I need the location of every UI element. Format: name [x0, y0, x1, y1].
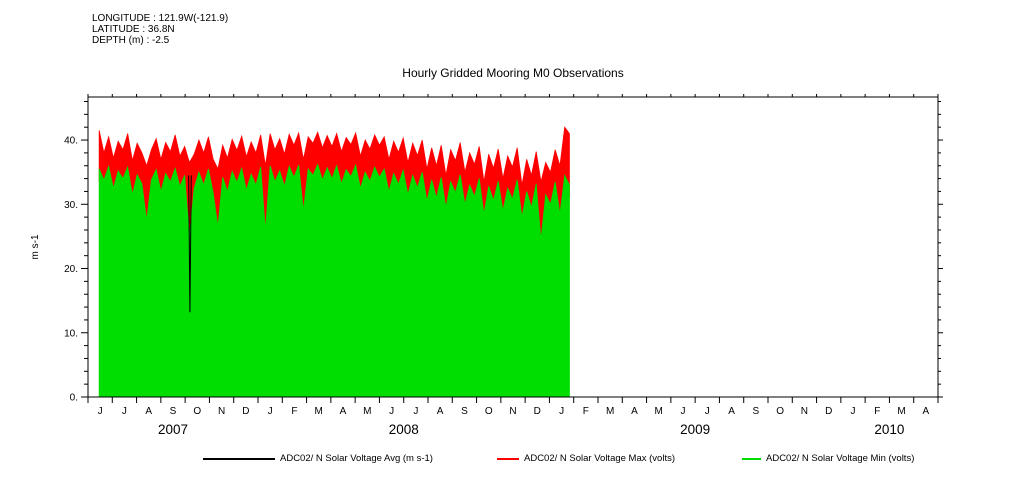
month-label: J	[705, 406, 710, 417]
month-label: A	[437, 406, 444, 417]
legend-line-max-swatch	[497, 457, 519, 460]
longitude-label: LONGITUDE : 121.9W(-121.9)	[92, 13, 229, 24]
month-label: D	[825, 406, 832, 417]
y-tick-label: 10.	[64, 328, 78, 339]
month-label: J	[122, 406, 127, 417]
y-tick-label: 30.	[64, 200, 78, 211]
month-label: M	[363, 406, 371, 417]
month-label: J	[413, 406, 418, 417]
year-label: 2010	[874, 422, 904, 437]
series-avg-line	[188, 175, 192, 313]
y-tick-label: 20.	[64, 264, 78, 275]
legend-label-min: ADC02/ N Solar Voltage Min (volts)	[766, 453, 915, 464]
month-label: F	[874, 406, 880, 417]
month-label: J	[389, 406, 394, 417]
legend-item-min: ADC02/ N Solar Voltage Min (volts)	[742, 453, 914, 464]
month-label: N	[801, 406, 808, 417]
chart-title: Hourly Gridded Mooring M0 Observations	[402, 66, 624, 80]
month-label: M	[315, 406, 323, 417]
month-label: J	[268, 406, 273, 417]
month-label: A	[728, 406, 735, 417]
month-label: N	[218, 406, 225, 417]
y-axis-label: m s-1	[30, 234, 41, 259]
latitude-label: LATITUDE : 36.8N	[92, 24, 175, 35]
month-label: M	[655, 406, 663, 417]
legend-item-avg: ADC02/ N Solar Voltage Avg (m s-1)	[203, 453, 433, 464]
month-label: J	[98, 406, 103, 417]
legend-line-avg-swatch	[203, 457, 275, 460]
year-label: 2008	[389, 422, 419, 437]
y-tick-label: 40.	[64, 136, 78, 147]
y-tick-label: 0.	[70, 393, 78, 404]
month-label: M	[606, 406, 614, 417]
chart-legend: ADC02/ N Solar Voltage Avg (m s-1) ADC02…	[0, 450, 1009, 470]
depth-label: DEPTH (m) : -2.5	[92, 35, 170, 46]
station-metadata: LONGITUDE : 121.9W(-121.9) LATITUDE : 36…	[92, 13, 228, 46]
year-label: 2009	[680, 422, 710, 437]
month-label: J	[681, 406, 686, 417]
month-label: A	[145, 406, 152, 417]
month-label: O	[776, 406, 784, 417]
legend-label-avg: ADC02/ N Solar Voltage Avg (m s-1)	[280, 453, 433, 464]
month-label: F	[583, 406, 589, 417]
month-label: F	[291, 406, 297, 417]
legend-item-max: ADC02/ N Solar Voltage Max (volts)	[497, 453, 675, 464]
month-label: S	[170, 406, 177, 417]
year-label: 2007	[158, 422, 188, 437]
month-label: A	[631, 406, 638, 417]
legend-line-min-swatch	[742, 457, 761, 460]
plot-frame	[87, 96, 939, 398]
month-label: J	[559, 406, 564, 417]
month-label: A	[923, 406, 930, 417]
month-label: S	[461, 406, 468, 417]
month-label: J	[851, 406, 856, 417]
month-label: O	[193, 406, 201, 417]
month-label: S	[753, 406, 760, 417]
month-label: D	[242, 406, 249, 417]
series-min-area	[98, 163, 570, 398]
month-label: D	[534, 406, 541, 417]
month-label: O	[485, 406, 493, 417]
legend-label-max: ADC02/ N Solar Voltage Max (volts)	[524, 453, 676, 464]
month-label: M	[897, 406, 905, 417]
month-label: A	[340, 406, 347, 417]
month-label: N	[509, 406, 516, 417]
